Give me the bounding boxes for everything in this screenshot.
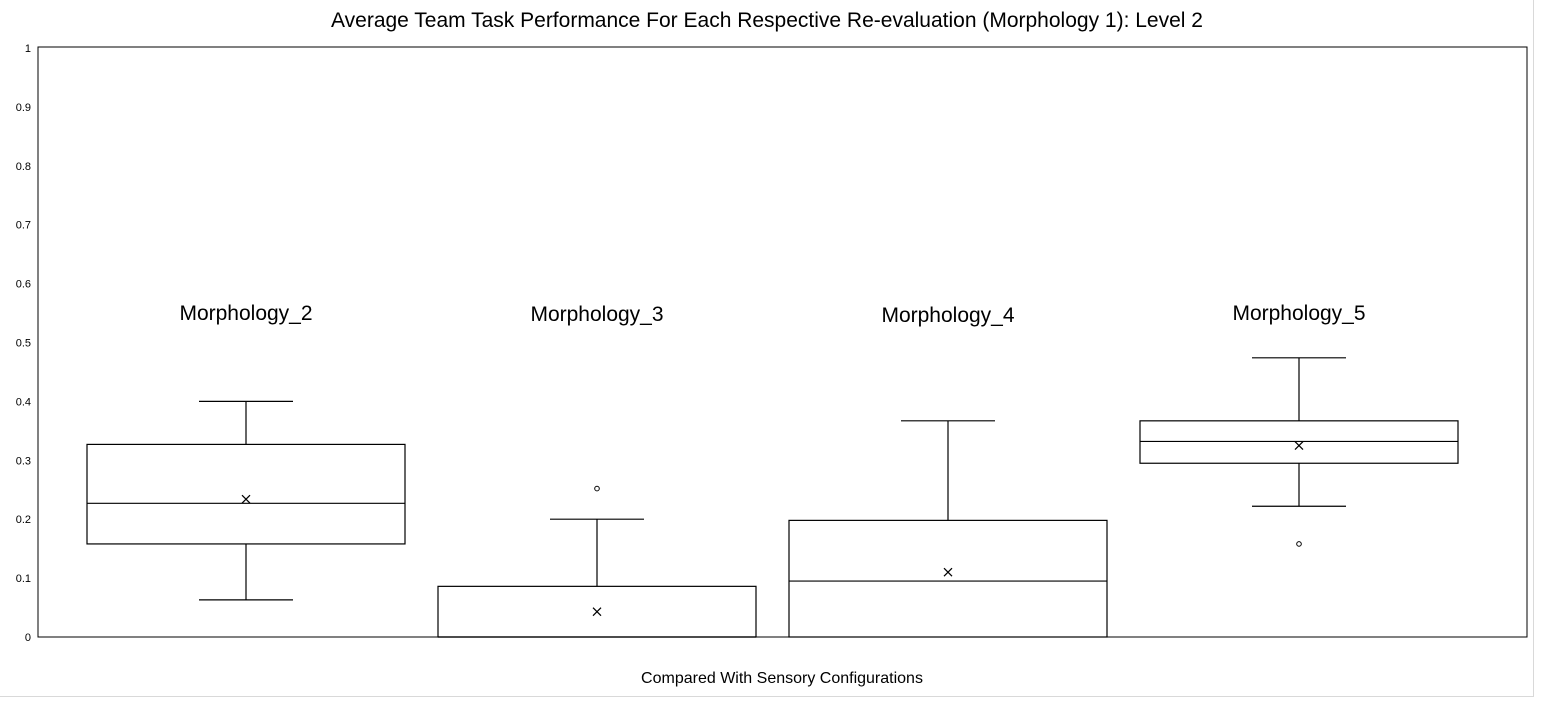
- mean-marker: [1294, 441, 1304, 450]
- y-axis-ticks: 0 0.1 0.2 0.3 0.4 0.5 0.6 0.7 0.8 0.9 1: [16, 43, 31, 644]
- outlier-point: [1296, 541, 1302, 547]
- chart-title: Average Team Task Performance For Each R…: [331, 9, 1203, 32]
- y-tick-label: 1: [25, 43, 31, 55]
- outlier-point: [594, 485, 600, 492]
- mean-marker: [241, 494, 251, 504]
- box-series: Morphology_2 Morphology_3 Morphology_4 Morp…: [86, 302, 1459, 638]
- y-tick-label: 0.6: [16, 279, 31, 291]
- mean-marker: [943, 567, 953, 577]
- plot-area: [37, 46, 1528, 638]
- y-tick-label: 0.2: [16, 514, 31, 526]
- y-tick-label: 0.3: [16, 455, 31, 467]
- box-group: Morphology_4: [788, 304, 1108, 638]
- y-tick-label: 0.1: [16, 573, 31, 585]
- category-label: Morphology_4: [881, 304, 1014, 327]
- box-group: Morphology_5: [1139, 302, 1459, 547]
- mean-marker: [592, 607, 602, 617]
- y-tick-label: 0.7: [16, 220, 31, 232]
- y-tick-label: 0.5: [16, 338, 31, 350]
- y-tick-label: 0.9: [16, 102, 31, 114]
- category-label: Morphology_5: [1232, 302, 1365, 325]
- category-label: Morphology_2: [179, 302, 312, 325]
- x-axis-label: Compared With Sensory Configurations: [641, 670, 923, 687]
- box-group: Morphology_2: [86, 302, 406, 601]
- category-label: Morphology_3: [530, 303, 663, 326]
- box-iqr: [788, 519, 1108, 638]
- box-iqr: [86, 443, 406, 545]
- y-tick-label: 0.4: [16, 396, 31, 408]
- y-tick-label: 0: [25, 632, 31, 644]
- box-group: Morphology_3: [437, 303, 757, 638]
- y-tick-label: 0.8: [16, 161, 31, 173]
